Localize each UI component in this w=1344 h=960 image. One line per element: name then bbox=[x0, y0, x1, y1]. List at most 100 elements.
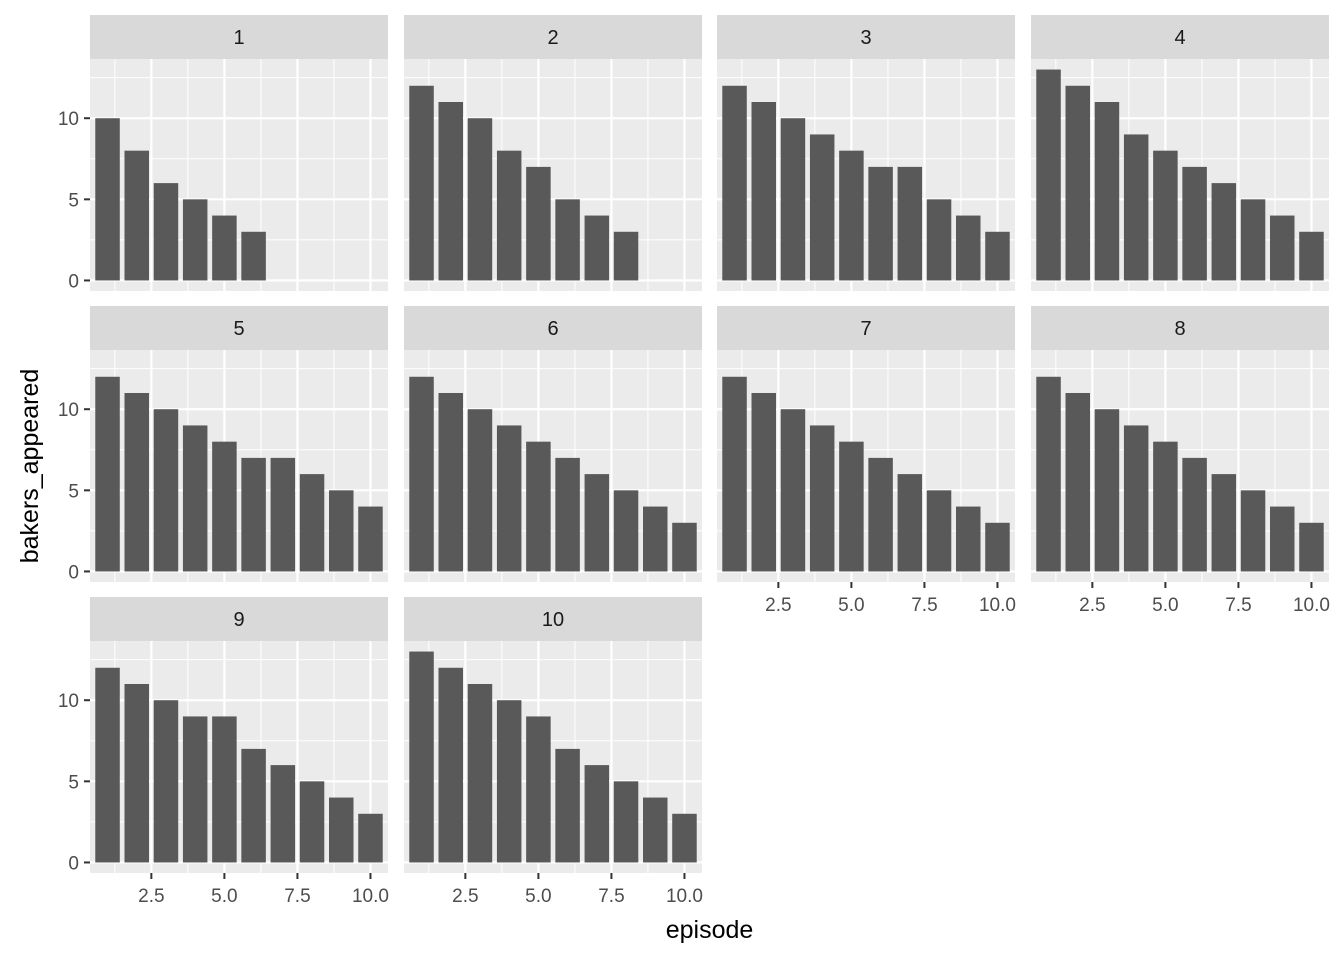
bar-episode-9 bbox=[329, 490, 354, 572]
y-tick-label: 10 bbox=[58, 109, 79, 130]
facet-panel-2: 2 bbox=[404, 15, 702, 291]
bar-episode-10 bbox=[672, 522, 697, 572]
bar-episode-1 bbox=[95, 376, 120, 572]
bar-episode-9 bbox=[956, 506, 981, 572]
bar-episode-1 bbox=[1036, 69, 1061, 281]
bar-episode-1 bbox=[722, 376, 747, 572]
facet-strip-label: 9 bbox=[233, 609, 244, 631]
bar-episode-1 bbox=[95, 667, 120, 863]
bar-episode-5 bbox=[526, 166, 551, 281]
bar-episode-3 bbox=[1094, 409, 1120, 572]
bar-episode-2 bbox=[751, 101, 776, 281]
bar-episode-8 bbox=[1240, 490, 1266, 572]
facet-strip bbox=[1031, 15, 1329, 59]
bar-episode-8 bbox=[613, 231, 639, 281]
bar-episode-3 bbox=[780, 118, 806, 281]
y-tick-label: 5 bbox=[68, 481, 79, 502]
bar-episode-2 bbox=[751, 392, 776, 572]
facet-panel-9: 9 0 5 10 2.5 5.0 7.5 10.0 bbox=[58, 597, 389, 907]
bar-episode-6 bbox=[241, 457, 266, 572]
bar-episode-7 bbox=[270, 457, 296, 572]
y-tick-label: 5 bbox=[68, 772, 79, 793]
bar-episode-6 bbox=[241, 231, 266, 281]
facet-panel-3: 3 bbox=[717, 15, 1015, 291]
bar-episode-2 bbox=[124, 150, 149, 281]
bar-episode-6 bbox=[555, 457, 580, 572]
facet-strip-label: 5 bbox=[233, 318, 244, 340]
bar-episode-7 bbox=[897, 166, 923, 281]
y-tick-label: 0 bbox=[68, 853, 79, 874]
x-axis-title: episode bbox=[666, 916, 754, 944]
x-tick-label: 2.5 bbox=[452, 886, 478, 907]
facet-strip bbox=[90, 306, 388, 350]
bar-episode-8 bbox=[926, 199, 952, 281]
x-tick-label: 7.5 bbox=[284, 886, 310, 907]
bar-episode-8 bbox=[613, 490, 639, 572]
bar-episode-1 bbox=[1036, 376, 1061, 572]
bar-episode-1 bbox=[722, 85, 747, 281]
x-tick-label: 5.0 bbox=[211, 886, 237, 907]
bar-episode-2 bbox=[124, 392, 149, 572]
facet-panel-10: 10 2.5 5.0 7.5 10.0 bbox=[404, 597, 703, 907]
x-tick-label: 10.0 bbox=[1293, 595, 1330, 616]
x-tick-label: 10.0 bbox=[352, 886, 389, 907]
bar-episode-9 bbox=[643, 797, 668, 863]
bar-episode-1 bbox=[95, 118, 120, 281]
facet-panel-7: 7 2.5 5.0 7.5 10.0 bbox=[717, 306, 1016, 616]
facet-strip-label: 2 bbox=[547, 27, 558, 49]
bar-episode-4 bbox=[1123, 134, 1149, 281]
bar-episode-7 bbox=[1211, 474, 1237, 572]
facet-strip bbox=[404, 597, 702, 641]
x-tick-label: 10.0 bbox=[979, 595, 1016, 616]
bar-episode-7 bbox=[1211, 183, 1237, 281]
bar-episode-2 bbox=[438, 667, 463, 863]
bar-episode-10 bbox=[985, 231, 1010, 281]
bar-episode-6 bbox=[241, 748, 266, 863]
bar-episode-7 bbox=[897, 474, 923, 572]
x-tick-label: 2.5 bbox=[138, 886, 164, 907]
bar-episode-5 bbox=[1153, 441, 1178, 572]
bar-episode-5 bbox=[1153, 150, 1178, 281]
bar-episode-6 bbox=[555, 748, 580, 863]
bar-episode-6 bbox=[1182, 166, 1207, 281]
facet-strip bbox=[404, 15, 702, 59]
bar-episode-3 bbox=[153, 409, 179, 572]
bar-episode-4 bbox=[1123, 425, 1149, 572]
y-tick-label: 0 bbox=[68, 271, 79, 292]
bar-episode-7 bbox=[584, 474, 610, 572]
bar-episode-1 bbox=[409, 85, 434, 281]
bar-episode-3 bbox=[467, 409, 493, 572]
bar-episode-4 bbox=[809, 425, 835, 572]
x-tick-label: 2.5 bbox=[765, 595, 791, 616]
facet-panel-8: 8 2.5 5.0 7.5 10.0 bbox=[1031, 306, 1330, 616]
bar-episode-9 bbox=[1270, 506, 1295, 572]
bar-episode-8 bbox=[299, 781, 325, 863]
facet-strip bbox=[90, 15, 388, 59]
x-tick-label: 5.0 bbox=[838, 595, 864, 616]
x-tick-label: 5.0 bbox=[525, 886, 551, 907]
facet-strip bbox=[90, 597, 388, 641]
x-tick-label: 10.0 bbox=[666, 886, 703, 907]
facet-strip-label: 1 bbox=[233, 27, 244, 49]
bar-episode-7 bbox=[584, 765, 610, 863]
bar-episode-3 bbox=[467, 118, 493, 281]
x-tick-label: 5.0 bbox=[1152, 595, 1178, 616]
facet-strip-label: 7 bbox=[860, 318, 871, 340]
bar-episode-4 bbox=[809, 134, 835, 281]
facet-strip-label: 6 bbox=[547, 318, 558, 340]
facet-strip bbox=[1031, 306, 1329, 350]
bar-episode-3 bbox=[780, 409, 806, 572]
bar-episode-2 bbox=[438, 392, 463, 572]
bar-episode-6 bbox=[868, 457, 893, 572]
bar-episode-2 bbox=[1065, 85, 1090, 281]
bar-episode-8 bbox=[926, 490, 952, 572]
bar-episode-2 bbox=[438, 101, 463, 281]
x-tick-label: 7.5 bbox=[1225, 595, 1251, 616]
bar-episode-1 bbox=[409, 651, 434, 863]
bar-episode-4 bbox=[182, 716, 208, 863]
bar-episode-8 bbox=[299, 474, 325, 572]
y-tick-label: 10 bbox=[58, 400, 79, 421]
